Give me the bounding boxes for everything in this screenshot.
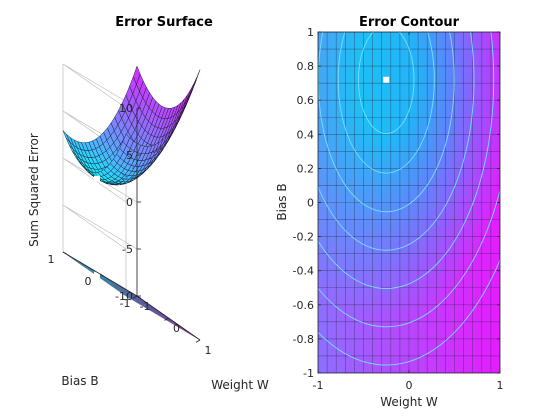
surface-z-label: Sum Squared Error — [27, 133, 41, 247]
surface-y-tick-label: 1 — [48, 253, 55, 266]
contour-y-ticks: -1 -0.8 -0.6 -0.4 -0.2 0 0.2 0.4 0.6 0.8 1 — [293, 26, 500, 380]
surface-x-tick-label: 0 — [173, 322, 180, 335]
contour-y-label: Bias B — [275, 183, 289, 220]
contour-y-tick-label: -0.2 — [293, 231, 314, 244]
contour-markers — [383, 76, 390, 83]
contour-axes: Error Contour -1 -0.8 -0.6 -0.4 -0.2 0 0.2 0.4 0… — [275, 15, 504, 409]
surface-projection-point — [93, 271, 100, 278]
surface-z-tick-label: 10 — [119, 102, 133, 115]
contour-y-tick-label: -1 — [303, 367, 314, 380]
contour-title: Error Contour — [359, 15, 460, 30]
contour-y-tick-label: -0.4 — [293, 265, 314, 278]
surface-y-tick-label: 0 — [85, 275, 92, 288]
surface-z-tick-label: 0 — [126, 196, 133, 209]
contour-x-tick-label: 0 — [406, 379, 413, 392]
contour-level-line — [358, 32, 415, 135]
surface-x-label: Weight W — [211, 378, 269, 392]
surface-x-tick-label: -1 — [140, 300, 151, 313]
contour-y-tick-label: -0.8 — [293, 333, 314, 346]
contour-y-tick-label: 0.4 — [297, 128, 315, 141]
contour-x-tick-label: -1 — [313, 379, 324, 392]
contour-current-point — [383, 76, 390, 83]
contour-y-tick-label: 0.6 — [297, 94, 315, 107]
surface-mesh — [62, 65, 201, 186]
contour-x-label: Weight W — [380, 395, 438, 409]
contour-y-tick-label: 0.2 — [297, 162, 315, 175]
surface-current-point — [93, 175, 100, 182]
contour-mesh-grid — [318, 32, 500, 373]
surface-x-ticks: -1 0 1 — [132, 295, 212, 357]
surface-z-tick-label: -10 — [115, 290, 133, 303]
contour-x-ticks: -1 0 1 — [313, 32, 504, 392]
surface-title: Error Surface — [115, 15, 213, 30]
contour-level-line — [318, 32, 475, 251]
contour-level-line — [337, 32, 435, 174]
surface-y-ticks: -101 — [48, 251, 142, 310]
contour-level-line — [318, 258, 500, 366]
contour-level-line — [318, 188, 500, 328]
surface-y-tick-label: -1 — [120, 297, 131, 310]
surface-markers — [93, 175, 100, 278]
contour-y-tick-label: 0 — [307, 197, 314, 210]
contour-y-tick-label: -0.6 — [293, 299, 314, 312]
surface-x-tick-label: 1 — [205, 344, 212, 357]
contour-x-tick-label: 1 — [497, 379, 504, 392]
contour-y-tick-label: 0.8 — [297, 60, 315, 73]
surface-z-tick-label: -5 — [122, 243, 133, 256]
surface-z-tick-label: 5 — [126, 149, 133, 162]
contour-level-line — [318, 32, 495, 289]
contour-lines — [318, 32, 500, 366]
surface-z-ticks: -10 -5 0 5 10 — [115, 102, 141, 303]
surface-y-label: Bias B — [61, 374, 98, 388]
contour-y-tick-label: 1 — [307, 26, 314, 39]
